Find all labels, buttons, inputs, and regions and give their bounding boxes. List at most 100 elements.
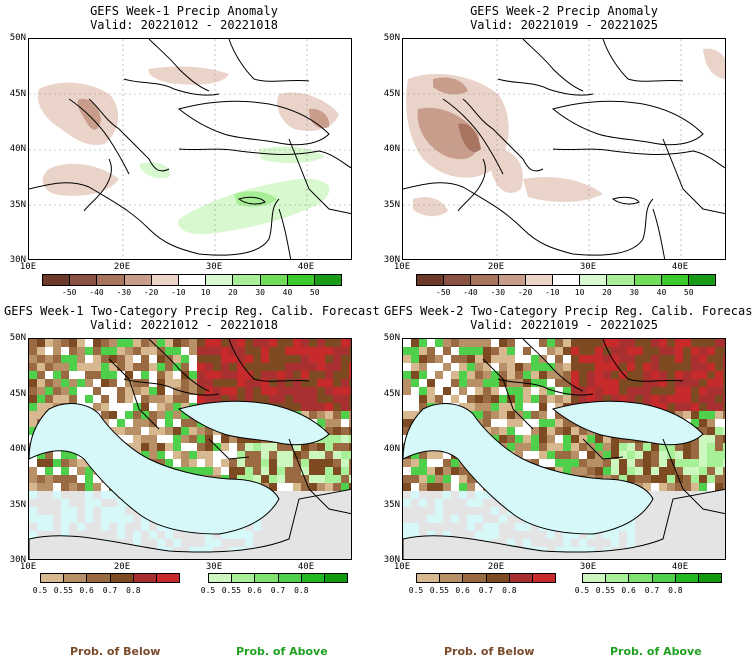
probability-cell [149,435,157,443]
probability-cell [85,467,93,475]
probability-cell [125,427,133,435]
probability-cell [507,523,515,531]
probability-cell [117,403,125,411]
probability-cell [325,363,333,371]
probability-cell [683,387,691,395]
anomaly-swatch [124,275,152,285]
probability-cell [427,531,435,539]
probability-cell [595,443,603,451]
probability-cell [181,435,189,443]
probability-cell [133,411,141,419]
probability-cell [587,387,595,395]
probability-cell [515,403,523,411]
probability-cell [579,467,587,475]
probability-cell [555,459,563,467]
probability-cell [699,459,707,467]
probability-cell [45,395,53,403]
probability-cell [237,355,245,363]
probability-cell [53,499,61,507]
probability-cell [651,467,659,475]
probability-cell [325,427,333,435]
probability-cell [715,419,723,427]
probability-cell [675,467,683,475]
probability-cell [451,347,459,355]
probability-cell [547,347,555,355]
week1-probability-map [28,338,352,560]
probability-cell [37,403,45,411]
probability-cell [579,395,587,403]
probability-cell [85,363,93,371]
probability-cell [285,387,293,395]
probability-cell [109,523,117,531]
probability-cell [325,475,333,483]
probability-cell [333,411,341,419]
probability-cell [443,459,451,467]
probability-cell [197,435,205,443]
probability-cell [643,451,651,459]
probability-cell [261,347,269,355]
probability-cell [435,515,443,523]
anomaly-tick-label: 50 [309,288,320,297]
probability-cell [29,475,37,483]
probability-cell [237,387,245,395]
probability-cell [403,499,411,507]
probability-cell [443,387,451,395]
probability-cell [659,395,667,403]
probability-cell [245,347,253,355]
week1-anomaly-colorbar [42,274,342,286]
probability-cell [301,347,309,355]
probability-cell [411,379,419,387]
probability-cell [221,355,229,363]
probability-cell [117,499,125,507]
anomaly-swatch [580,275,608,285]
probability-cell [229,347,237,355]
probability-cell [341,355,349,363]
probability-cell [341,387,349,395]
probability-cell [309,371,317,379]
probability-cell [627,347,635,355]
anomaly-tick-label: -40 [463,288,478,297]
probability-cell [141,451,149,459]
probability-cell [109,347,117,355]
probability-cell [563,355,571,363]
probability-cell [173,459,181,467]
probability-cell [507,379,515,387]
probability-cell [229,459,237,467]
probability-cell [611,347,619,355]
probability-cell [341,419,349,427]
probability-cell [635,355,643,363]
probability-cell [715,411,723,419]
probability-cell [37,483,45,491]
probability-cell [293,403,301,411]
probability-cell [435,467,443,475]
probability-cell [595,387,603,395]
probability-cell [229,339,237,347]
probability-cell [723,427,725,435]
probability-cell [515,451,523,459]
probability-cell [411,411,419,419]
probability-cell [507,515,515,523]
probability-cell [467,347,475,355]
probability-cell [619,451,627,459]
probability-cell [571,427,579,435]
probability-cell [595,531,603,539]
probability-cell [309,475,317,483]
probability-cell [285,403,293,411]
probability-cell [93,379,101,387]
probability-cell [539,347,547,355]
probability-cell [475,499,483,507]
probability-cell [165,355,173,363]
probability-cell [253,451,261,459]
probability-cell [85,531,93,539]
probability-cell [579,459,587,467]
anomaly-tick-label: 50 [683,288,694,297]
probability-cell [675,459,683,467]
probability-cell [261,395,269,403]
probability-cell [125,419,133,427]
probability-cell [325,395,333,403]
probability-cell [651,395,659,403]
probability-cell [85,355,93,363]
probability-cell [435,363,443,371]
probability-cell [269,483,277,491]
probability-cell [651,451,659,459]
